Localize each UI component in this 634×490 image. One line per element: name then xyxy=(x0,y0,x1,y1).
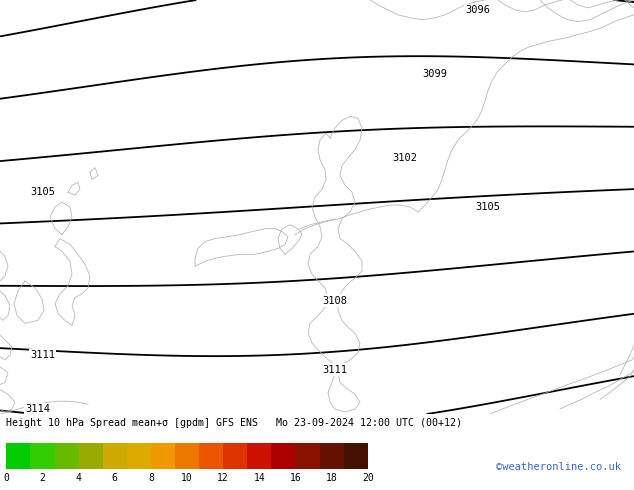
Text: 4: 4 xyxy=(75,473,82,483)
Bar xyxy=(55,443,79,469)
Bar xyxy=(79,443,103,469)
Text: 3096: 3096 xyxy=(465,5,490,15)
Bar xyxy=(151,443,175,469)
Text: 3114: 3114 xyxy=(25,404,50,414)
Bar xyxy=(175,443,199,469)
Bar xyxy=(199,443,223,469)
Text: 3105: 3105 xyxy=(30,187,55,197)
Text: 10: 10 xyxy=(181,473,193,483)
Bar xyxy=(271,443,295,469)
Bar xyxy=(127,443,151,469)
Text: 20: 20 xyxy=(362,473,373,483)
Bar xyxy=(223,443,247,469)
Text: 3099: 3099 xyxy=(422,69,448,79)
Bar xyxy=(247,443,271,469)
Text: 3105: 3105 xyxy=(475,202,500,212)
Text: 16: 16 xyxy=(290,473,301,483)
Text: 3108: 3108 xyxy=(323,295,347,306)
Bar xyxy=(6,443,30,469)
Bar xyxy=(30,443,55,469)
Text: 3111: 3111 xyxy=(30,350,55,360)
Bar xyxy=(320,443,344,469)
Text: 18: 18 xyxy=(326,473,337,483)
Text: ©weatheronline.co.uk: ©weatheronline.co.uk xyxy=(496,462,621,472)
Text: 3111: 3111 xyxy=(323,365,347,375)
Text: 6: 6 xyxy=(112,473,118,483)
Text: Height 10 hPa Spread mean+σ [gpdm] GFS ENS   Mo 23-09-2024 12:00 UTC (00+12): Height 10 hPa Spread mean+σ [gpdm] GFS E… xyxy=(6,418,462,428)
Text: 2: 2 xyxy=(39,473,46,483)
Text: 0: 0 xyxy=(3,473,10,483)
Text: 14: 14 xyxy=(254,473,265,483)
Bar xyxy=(103,443,127,469)
Bar xyxy=(344,443,368,469)
Bar xyxy=(295,443,320,469)
Text: 12: 12 xyxy=(217,473,229,483)
Text: 3102: 3102 xyxy=(392,153,418,163)
Text: 8: 8 xyxy=(148,473,154,483)
